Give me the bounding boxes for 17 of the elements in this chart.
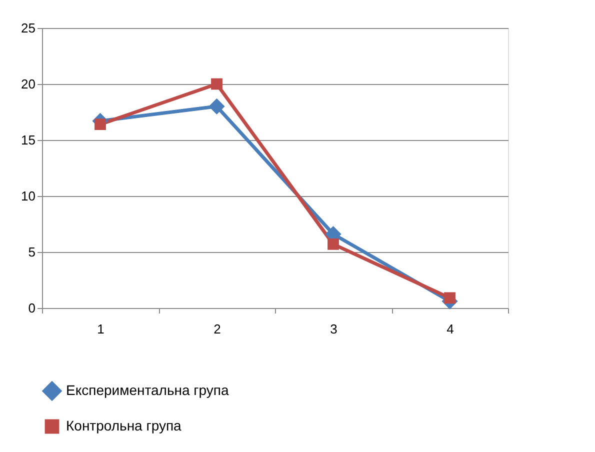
y-tick-label: 20 bbox=[21, 76, 36, 92]
point bbox=[94, 118, 106, 130]
y-tick-label: 5 bbox=[28, 244, 36, 260]
point bbox=[444, 292, 456, 304]
legend-label: Контрольна група bbox=[66, 418, 182, 434]
x-tick-label: 1 bbox=[97, 322, 104, 336]
legend-label: Експериментальна група bbox=[66, 382, 229, 398]
point bbox=[328, 238, 339, 250]
y-tick-label: 10 bbox=[21, 188, 36, 204]
y-tick-label: 25 bbox=[21, 20, 36, 36]
point bbox=[211, 78, 222, 90]
y-tick-label: 15 bbox=[21, 132, 36, 148]
y-tick-label: 0 bbox=[28, 300, 36, 316]
point bbox=[208, 98, 225, 114]
x-tick-label: 2 bbox=[214, 322, 221, 336]
x-tick-label: 4 bbox=[446, 322, 454, 336]
x-tick-label: 3 bbox=[330, 322, 338, 336]
